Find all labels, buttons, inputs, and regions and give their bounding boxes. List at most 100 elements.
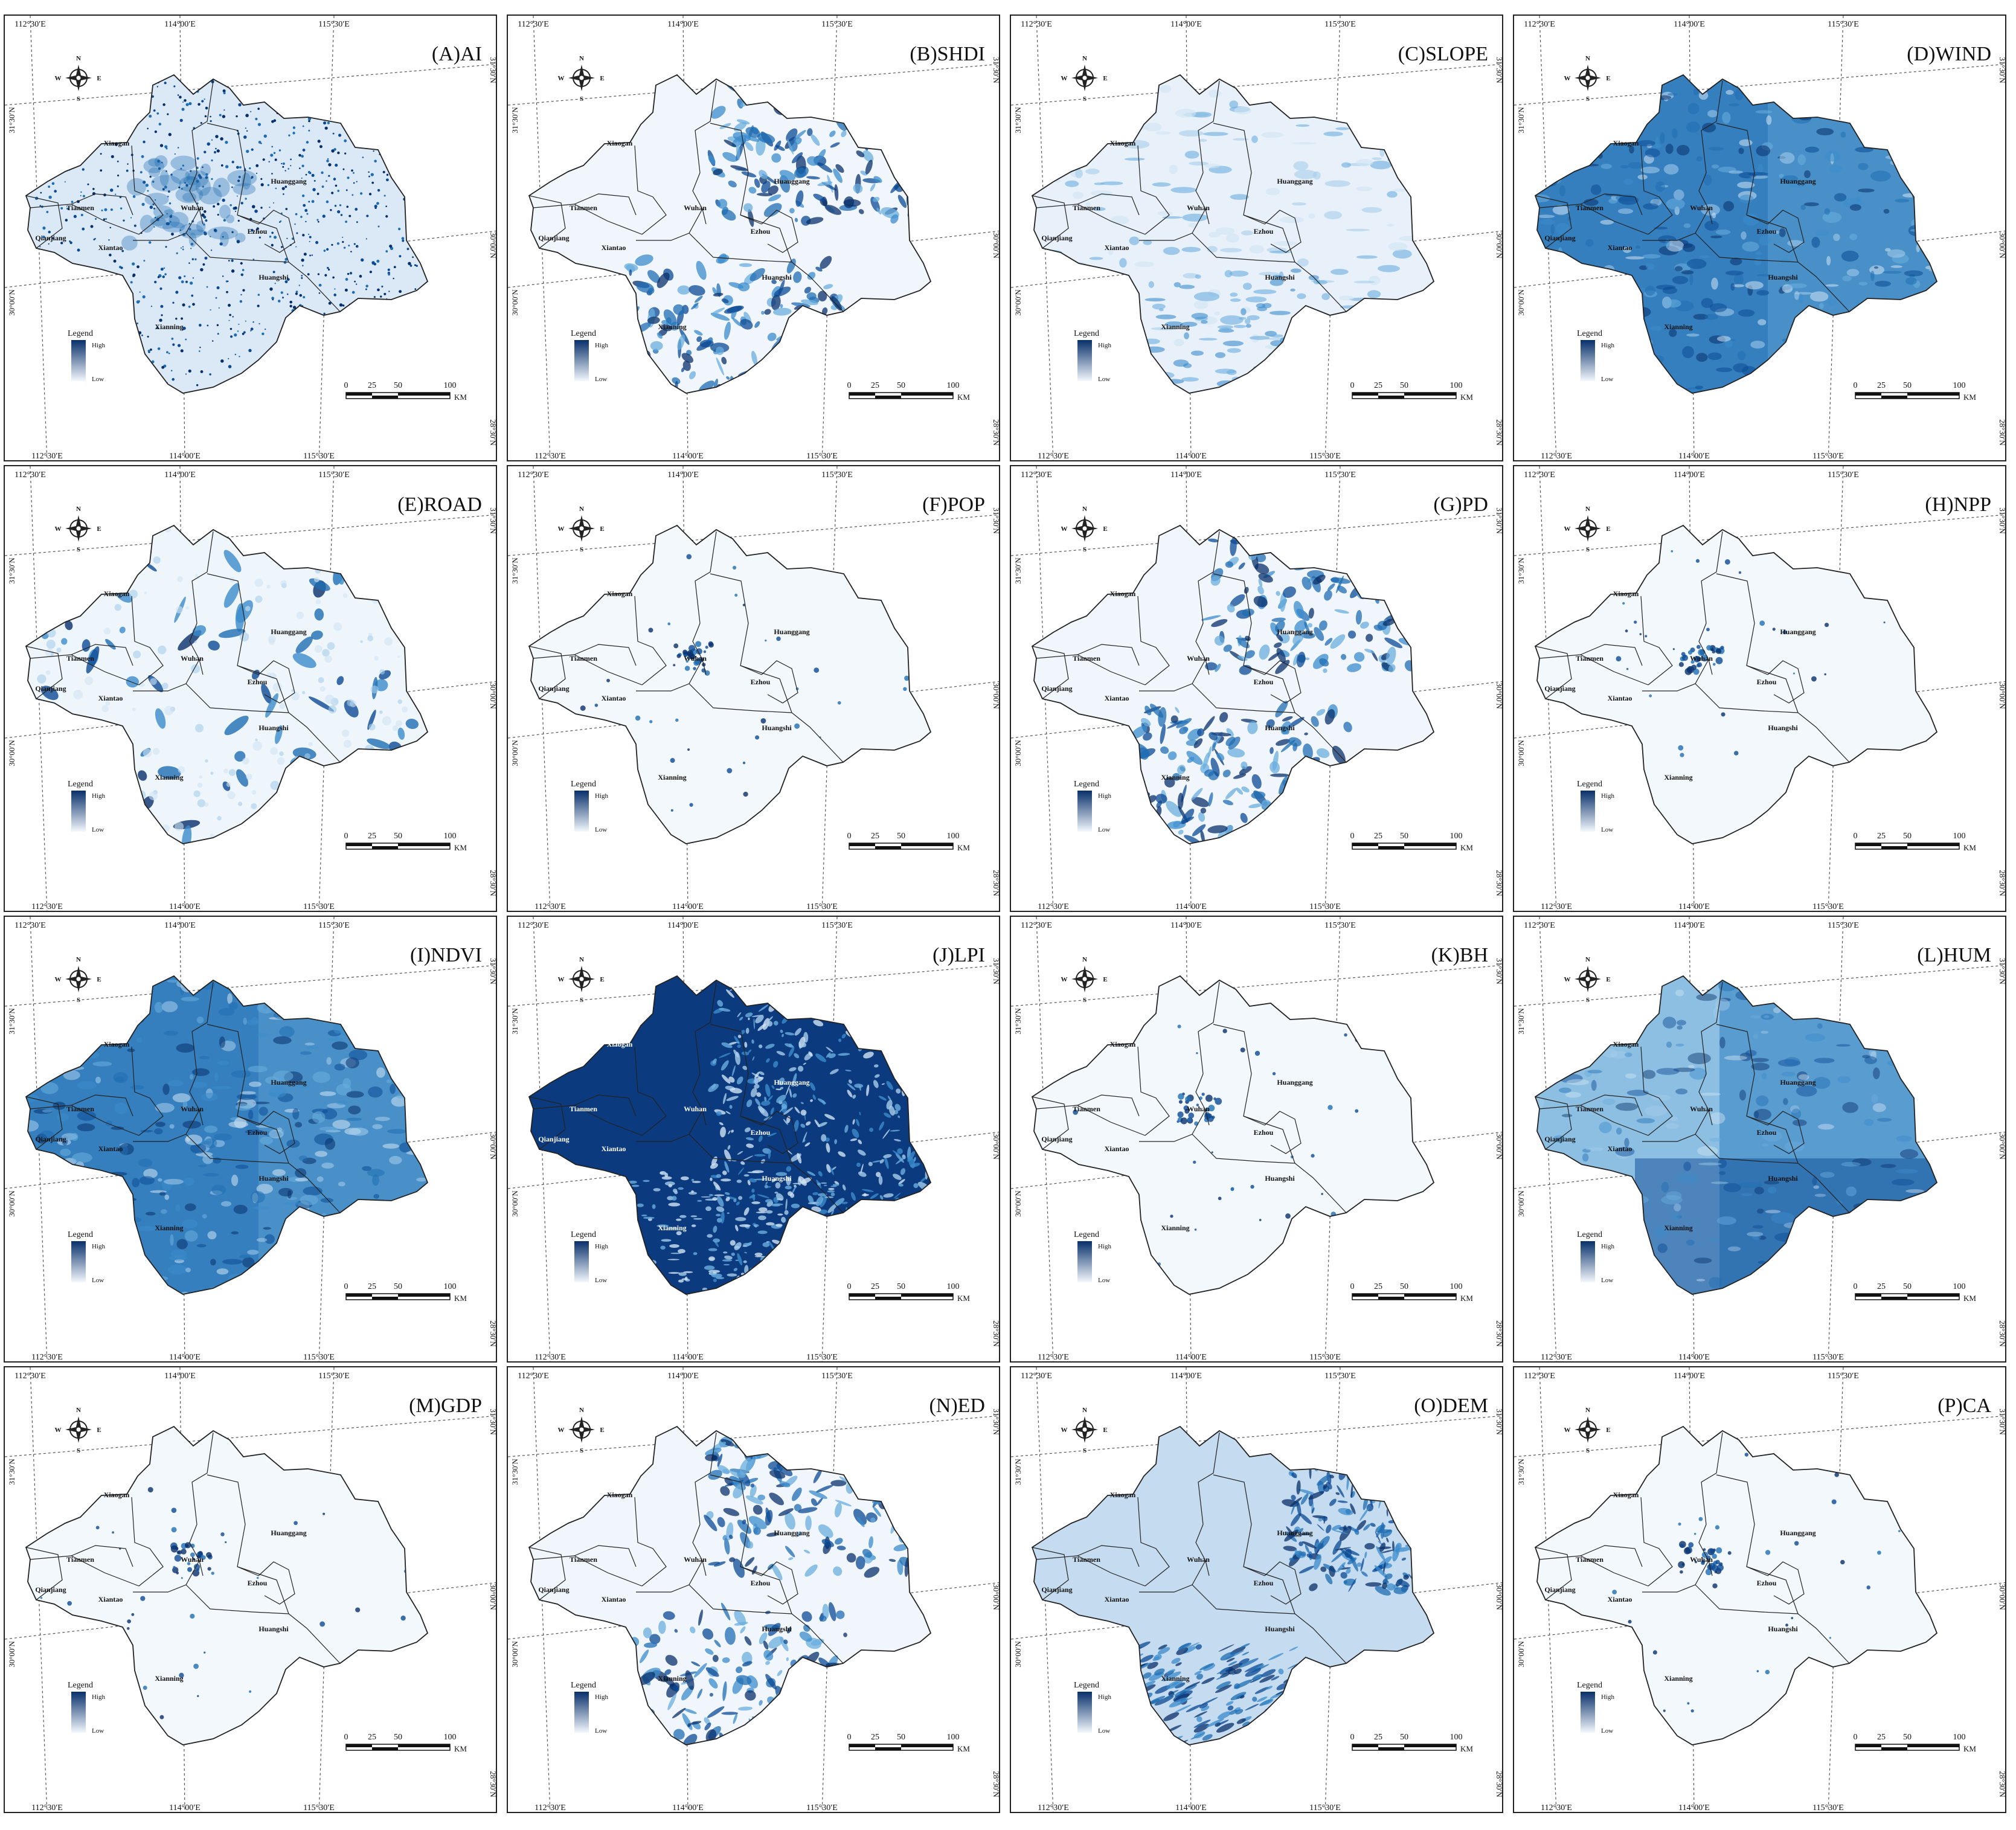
city-label: Tianmen xyxy=(1073,204,1100,212)
coordinate-labels: 112°30′E 112°30′E 114°00′E 114°00′E 115°30′E… xyxy=(510,1372,999,1812)
lon-label-bottom: 115°30′E xyxy=(1309,1353,1341,1362)
lat-label-right: 30°00′N xyxy=(1998,1584,2006,1610)
city-label: Tianmen xyxy=(66,1555,94,1564)
lon-label-bottom: 115°30′E xyxy=(303,1353,335,1362)
scale-unit-label: KM xyxy=(1460,843,1473,852)
legend-high-label: High xyxy=(1601,1694,1615,1701)
coordinate-labels: 112°30′E 112°30′E 114°00′E 114°00′E 115°30′E… xyxy=(1517,470,2005,911)
scale-tick-label: 0 xyxy=(847,832,852,841)
city-label: Ezhou xyxy=(248,678,268,686)
lat-label-right: 31°30′N xyxy=(1998,57,2006,83)
coordinate-labels: 112°30′E 112°30′E 114°00′E 114°00′E 115°30′E… xyxy=(1517,1372,2006,1812)
scale-unit-label: KM xyxy=(454,843,467,852)
north-arrow-icon: N S E W xyxy=(1061,1407,1108,1454)
scale-bar: 0 25 50 100 KM xyxy=(344,381,467,402)
city-boundaries xyxy=(25,531,341,763)
lat-label-left: 30°00′N xyxy=(1013,1641,1022,1668)
compass-n-label: N xyxy=(76,956,81,963)
legend-low-label: Low xyxy=(595,1727,607,1735)
compass-e-label: E xyxy=(1103,976,1107,983)
legend-color-ramp xyxy=(1077,1241,1092,1282)
lat-label-left: 30°00′N xyxy=(7,289,16,316)
city-label: Tianmen xyxy=(1576,1105,1603,1113)
raster-fill xyxy=(1535,525,1937,844)
lon-label-top: 114°00′E xyxy=(164,1372,196,1381)
scale-tick-label: 0 xyxy=(1854,1733,1858,1742)
lon-label-top: 115°30′E xyxy=(821,20,853,29)
scale-tick-label: 25 xyxy=(871,381,879,390)
compass-s-label: S xyxy=(77,95,80,103)
city-label: Huangshi xyxy=(762,1174,792,1183)
lon-label-bottom: 112°30′E xyxy=(1038,1803,1069,1812)
city-label: Qianjiang xyxy=(1041,684,1072,693)
legend-low-label: Low xyxy=(1098,826,1110,833)
scale-bar: 0 25 50 100 KM xyxy=(1350,832,1474,852)
lon-label-top: 112°30′E xyxy=(14,470,46,480)
lon-label-bottom: 114°00′E xyxy=(672,1803,704,1812)
lon-label-top: 114°00′E xyxy=(667,20,699,29)
lon-label-bottom: 112°30′E xyxy=(1541,1803,1572,1812)
map-panel: Xiaogan Huanggang Tianmen Wuhan Ezhou Qianjia… xyxy=(1010,1366,1503,1813)
scale-tick-label: 25 xyxy=(368,832,376,841)
scale-tick-label: 25 xyxy=(1877,832,1886,841)
legend-color-ramp xyxy=(1077,340,1092,381)
scale-tick-label: 25 xyxy=(871,1282,879,1291)
lon-label-bottom: 114°00′E xyxy=(169,1353,201,1362)
compass-e-label: E xyxy=(1606,75,1610,82)
lon-label-top: 114°00′E xyxy=(667,470,699,480)
scale-tick-label: 25 xyxy=(368,1282,376,1291)
lon-label-bottom: 114°00′E xyxy=(1175,1803,1207,1812)
city-label: Qianjiang xyxy=(1544,1135,1575,1143)
city-label: Xiaogan xyxy=(607,589,633,598)
city-label: Huanggang xyxy=(774,177,809,185)
legend-title: Legend xyxy=(68,329,93,338)
compass-s-label: S xyxy=(1083,997,1087,1004)
compass-s-label: S xyxy=(1083,546,1087,553)
panel-title: (N)ED xyxy=(929,1395,985,1417)
legend-title: Legend xyxy=(68,1681,93,1690)
city-label: Xianning xyxy=(658,1674,686,1683)
lat-label-right: 30°00′N xyxy=(1998,232,2006,258)
lon-label-bottom: 112°30′E xyxy=(1541,902,1572,911)
panel-title: (J)LPI xyxy=(933,944,985,966)
coordinate-labels: 112°30′E 112°30′E 114°00′E 114°00′E 115°30′E… xyxy=(1013,20,1503,460)
north-arrow-icon: N S E W xyxy=(1564,956,1611,1004)
city-label: Ezhou xyxy=(1757,1128,1777,1137)
lon-label-top: 112°30′E xyxy=(14,1372,46,1381)
lon-label-bottom: 112°30′E xyxy=(534,1353,566,1362)
coordinate-labels: 112°30′E 112°30′E 114°00′E 114°00′E 115°30′E… xyxy=(510,921,999,1362)
lon-label-bottom: 112°30′E xyxy=(31,1803,63,1812)
scale-tick-label: 100 xyxy=(444,1733,457,1742)
lon-label-top: 115°30′E xyxy=(318,921,350,930)
legend-color-ramp xyxy=(1581,340,1595,381)
scale-bar: 0 25 50 100 KM xyxy=(847,1282,971,1303)
legend-title: Legend xyxy=(68,780,93,789)
lon-label-top: 112°30′E xyxy=(14,20,46,29)
scale-tick-label: 50 xyxy=(897,381,905,390)
lon-label-top: 112°30′E xyxy=(518,921,549,930)
compass-s-label: S xyxy=(1586,546,1590,553)
compass-w-label: W xyxy=(1564,525,1571,533)
scale-unit-label: KM xyxy=(1963,1294,1976,1303)
city-label: Xiantao xyxy=(98,1595,123,1604)
legend-high-label: High xyxy=(595,1694,609,1701)
scale-tick-label: 25 xyxy=(1374,381,1382,390)
scale-tick-label: 50 xyxy=(1903,1733,1912,1742)
scale-bar: 0 25 50 100 KM xyxy=(847,1733,971,1753)
city-label: Tianmen xyxy=(570,1105,597,1113)
lon-label-top: 114°00′E xyxy=(1674,921,1705,930)
city-labels: Xiaogan Huanggang Tianmen Wuhan Ezhou Qianjia… xyxy=(1544,1491,1815,1683)
north-arrow-icon: N S E W xyxy=(558,506,605,553)
scale-bar: 0 25 50 100 KM xyxy=(1854,1282,1977,1303)
legend-title: Legend xyxy=(571,1230,596,1239)
city-label: Xiantao xyxy=(602,1145,626,1153)
lon-label-bottom: 112°30′E xyxy=(31,452,63,461)
city-label: Ezhou xyxy=(248,227,268,236)
lat-label-right: 28°30′N xyxy=(1495,419,1503,446)
scale-bar: 0 25 50 100 KM xyxy=(1350,1282,1474,1303)
lat-label-left: 30°00′N xyxy=(510,1641,519,1668)
scale-tick-label: 100 xyxy=(947,1733,960,1742)
compass-s-label: S xyxy=(1586,95,1590,103)
city-label: Qianjiang xyxy=(35,684,66,693)
